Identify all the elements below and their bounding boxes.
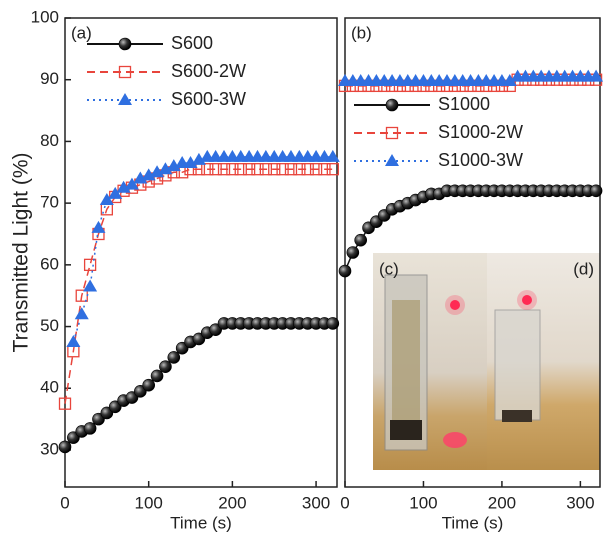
y-tick-label: 50 <box>40 316 59 335</box>
marker <box>150 165 165 178</box>
marker <box>346 246 360 259</box>
x-tick-label: 300 <box>566 493 594 512</box>
legend-label: S600-3W <box>171 89 246 109</box>
y-tick-label: 70 <box>40 193 59 212</box>
y-tick-label: 90 <box>40 69 59 88</box>
marker <box>201 163 214 176</box>
series-line <box>72 156 333 343</box>
marker <box>251 163 264 176</box>
marker <box>338 264 352 278</box>
marker <box>159 360 172 373</box>
x-axis-title: Time (s) <box>170 513 232 532</box>
panel-label: (d) <box>573 259 594 278</box>
marker <box>318 163 331 176</box>
marker <box>217 163 231 176</box>
marker <box>502 73 517 86</box>
panel-label: (c) <box>379 259 399 278</box>
marker <box>66 334 81 347</box>
marker <box>108 186 123 199</box>
y-tick-label: 60 <box>40 254 59 273</box>
marker <box>99 193 114 206</box>
panel-label: (b) <box>351 23 372 42</box>
panel-label: (a) <box>71 23 92 42</box>
x-tick-label: 0 <box>340 493 349 512</box>
x-tick-label: 200 <box>488 493 516 512</box>
marker <box>83 279 98 292</box>
marker <box>167 351 181 364</box>
marker <box>150 369 164 383</box>
marker <box>226 163 239 176</box>
marker <box>268 163 281 176</box>
marker <box>242 163 256 176</box>
marker <box>301 163 314 176</box>
legend-marker <box>118 93 132 105</box>
marker <box>133 171 148 184</box>
marker <box>191 152 206 165</box>
marker <box>234 163 247 176</box>
marker <box>309 163 323 176</box>
legend-marker <box>118 37 132 51</box>
marker <box>589 69 604 82</box>
marker <box>354 233 367 247</box>
marker <box>58 440 72 454</box>
marker <box>293 163 306 176</box>
legend-marker <box>118 65 132 79</box>
legend-marker <box>385 154 399 166</box>
legend-label: S1000-3W <box>438 150 523 170</box>
marker <box>124 177 139 190</box>
x-tick-label: 200 <box>218 493 246 512</box>
plot-frame <box>344 17 601 488</box>
y-tick-label: 100 <box>31 7 59 26</box>
marker <box>74 307 89 320</box>
marker <box>209 163 222 176</box>
legend-label: S600-2W <box>171 61 246 81</box>
plot-frame <box>64 17 338 488</box>
marker <box>166 159 181 172</box>
marker <box>325 149 340 162</box>
x-tick-label: 0 <box>60 493 69 512</box>
marker <box>116 180 131 193</box>
marker <box>91 220 106 233</box>
legend-label: S1000-2W <box>438 122 523 142</box>
marker <box>276 163 289 176</box>
inset-photos <box>373 253 600 470</box>
y-axis-title: Transmitted Light (%) <box>10 153 33 353</box>
x-tick-label: 100 <box>135 493 163 512</box>
x-axis-title: Time (s) <box>442 513 504 532</box>
marker <box>58 397 72 410</box>
marker <box>183 156 198 169</box>
marker <box>142 378 155 392</box>
marker <box>259 163 273 176</box>
marker <box>158 162 173 175</box>
y-tick-label: 40 <box>40 378 59 397</box>
x-tick-label: 100 <box>409 493 437 512</box>
legend-label: S1000 <box>438 94 490 114</box>
legend-marker <box>385 126 399 140</box>
x-tick-label: 300 <box>302 493 330 512</box>
legend-label: S600 <box>171 33 213 53</box>
marker <box>326 317 340 330</box>
marker <box>589 184 603 198</box>
marker <box>141 168 156 181</box>
y-tick-label: 80 <box>40 131 59 150</box>
marker <box>284 163 298 176</box>
marker <box>83 422 97 435</box>
y-tick-label: 30 <box>40 439 59 458</box>
marker <box>83 258 97 271</box>
marker <box>326 163 339 176</box>
legend-marker <box>385 98 399 112</box>
